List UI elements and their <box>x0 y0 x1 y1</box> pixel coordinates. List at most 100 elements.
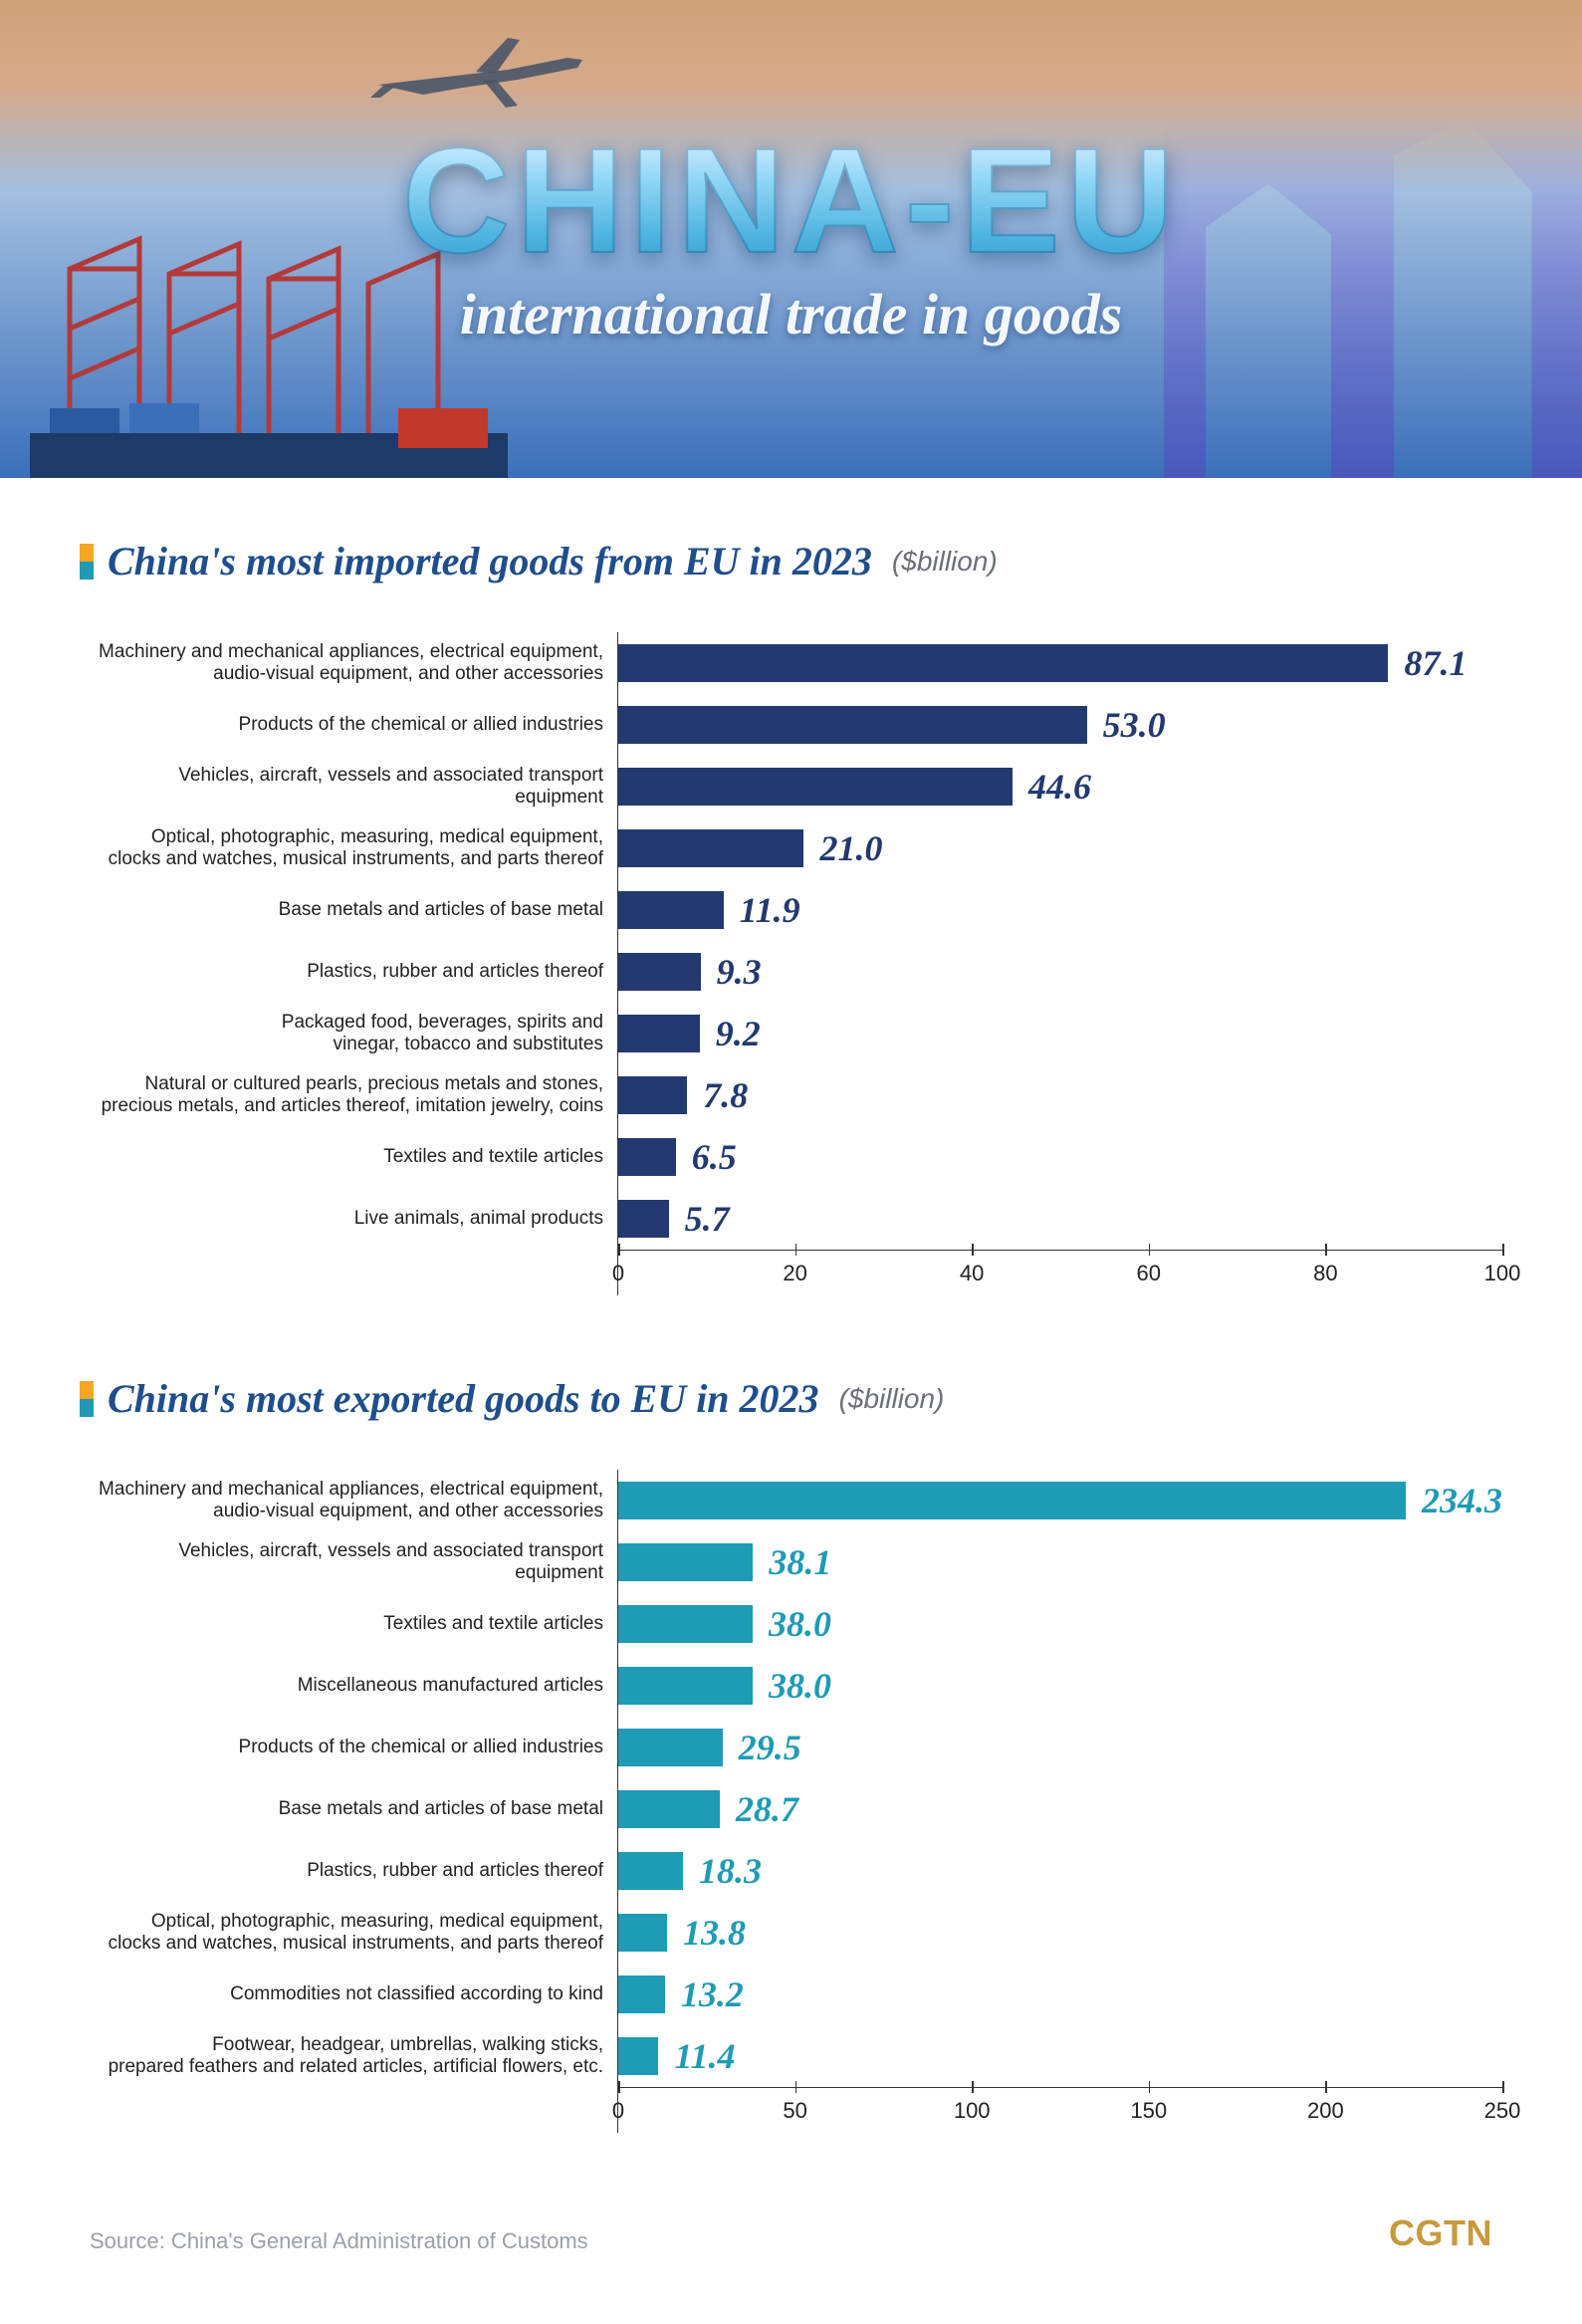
chart-row: Natural or cultured pearls, precious met… <box>90 1064 1502 1126</box>
chart-row: Textiles and textile articles 38.0 <box>90 1593 1502 1655</box>
bar-value: 9.3 <box>717 951 762 993</box>
bar-track: 38.1 <box>617 1531 1502 1593</box>
bar <box>618 706 1087 744</box>
bar-track: 44.6 <box>617 756 1502 817</box>
chart-row: Packaged food, beverages, spirits andvin… <box>90 1003 1502 1064</box>
bar <box>618 891 724 929</box>
bar-track: 38.0 <box>617 1593 1502 1655</box>
bar <box>618 1543 753 1581</box>
chart-row: Miscellaneous manufactured articles38.0 <box>90 1655 1502 1717</box>
bar-value: 28.7 <box>736 1788 798 1830</box>
x-axis: 050100150200250 <box>90 2087 1502 2133</box>
x-tick <box>1325 1244 1327 1256</box>
category-label: Textiles and textile articles <box>90 1146 617 1168</box>
chart-row: Vehicles, aircraft, vessels and associat… <box>90 1531 1502 1593</box>
bar <box>618 1482 1406 1519</box>
imports-title: China's most imported goods from EU in 2… <box>108 538 872 584</box>
bar-value: 13.2 <box>681 1974 744 2015</box>
bar-value: 38.0 <box>769 1665 831 1707</box>
x-tick-label: 20 <box>783 1261 806 1286</box>
brand-logo: CGTN <box>1389 2212 1492 2254</box>
category-label: Plastics, rubber and articles thereof <box>90 961 617 983</box>
bar <box>618 1200 669 1238</box>
bar <box>618 1138 676 1176</box>
chart-row: Textiles and textile articles6.5 <box>90 1126 1502 1188</box>
bar <box>618 1015 700 1052</box>
x-tick-label: 150 <box>1130 2098 1167 2124</box>
bar-value: 29.5 <box>739 1727 801 1768</box>
x-tick <box>1149 2081 1151 2093</box>
category-label: Packaged food, beverages, spirits andvin… <box>90 1012 617 1056</box>
category-label: Textiles and textile articles <box>90 1613 617 1635</box>
bar-track: 38.0 <box>617 1655 1502 1717</box>
bar-value: 18.3 <box>699 1850 762 1892</box>
bar-value: 5.7 <box>685 1198 730 1240</box>
bar-value: 9.2 <box>716 1013 761 1054</box>
chart-row: Plastics, rubber and articles thereof 18.… <box>90 1840 1502 1902</box>
x-tick-label: 40 <box>960 1261 984 1286</box>
x-tick-label: 0 <box>612 2098 624 2124</box>
x-tick-label: 80 <box>1313 1261 1337 1286</box>
bar <box>618 644 1388 682</box>
category-label: Machinery and mechanical appliances, ele… <box>90 1479 617 1523</box>
category-label: Base metals and articles of base metal <box>90 1798 617 1820</box>
x-axis-line: 050100150200250 <box>617 2087 1502 2133</box>
chart-row: Optical, photographic, measuring, medica… <box>90 1902 1502 1964</box>
exports-heading: China's most exported goods to EU in 202… <box>80 1375 1502 1422</box>
footer: Source: China's General Administration o… <box>0 2153 1582 2324</box>
chart-row: Machinery and mechanical appliances, ele… <box>90 1470 1502 1531</box>
exports-section: China's most exported goods to EU in 202… <box>0 1315 1582 2153</box>
source-text: Source: China's General Administration o… <box>90 2228 588 2254</box>
category-label: Vehicles, aircraft, vessels and associat… <box>90 1540 617 1585</box>
bar-track: 11.9 <box>617 879 1502 941</box>
category-label: Plastics, rubber and articles thereof <box>90 1860 617 1882</box>
x-axis: 020406080100 <box>90 1250 1502 1295</box>
bar-track: 9.3 <box>617 941 1502 1003</box>
chart-row: Products of the chemical or allied indus… <box>90 1717 1502 1778</box>
airplane-icon <box>368 30 597 110</box>
hero-title: CHINA-EU <box>0 115 1582 287</box>
imports-unit: ($billion) <box>892 546 998 578</box>
bar-value: 11.4 <box>674 2035 735 2077</box>
bar <box>618 953 701 991</box>
bar-value: 44.6 <box>1028 766 1091 808</box>
hero-banner: CHINA-EU international trade in goods <box>0 0 1582 478</box>
x-tick <box>972 1244 974 1256</box>
hero-subtitle: international trade in goods <box>0 281 1582 348</box>
bar-track: 7.8 <box>617 1064 1502 1126</box>
bar <box>618 1667 753 1705</box>
chart-row: Commodities not classified according to … <box>90 1964 1502 2025</box>
bar-value: 38.0 <box>769 1603 831 1645</box>
chart-row: Machinery and mechanical appliances, ele… <box>90 632 1502 694</box>
category-label: Optical, photographic, measuring, medica… <box>90 1911 617 1956</box>
chart-row: Base metals and articles of base metal 28… <box>90 1778 1502 1840</box>
bar-track: 28.7 <box>617 1778 1502 1840</box>
bar-track: 18.3 <box>617 1840 1502 1902</box>
bar-track: 13.2 <box>617 1964 1502 2025</box>
category-label: Commodities not classified according to … <box>90 1983 617 2005</box>
chart-row: Products of the chemical or allied indus… <box>90 694 1502 756</box>
category-label: Vehicles, aircraft, vessels and associat… <box>90 765 617 810</box>
category-label: Live animals, animal products <box>90 1208 617 1230</box>
bar <box>618 1790 720 1828</box>
bar <box>618 2037 658 2075</box>
bar-value: 38.1 <box>769 1541 831 1583</box>
chart-row: Optical, photographic, measuring, medica… <box>90 817 1502 879</box>
bar-track: 9.2 <box>617 1003 1502 1064</box>
x-tick <box>1502 1244 1504 1256</box>
x-tick <box>618 2081 620 2093</box>
imports-section: China's most imported goods from EU in 2… <box>0 478 1582 1315</box>
section-marker-icon <box>80 544 94 580</box>
bar <box>618 1605 753 1643</box>
category-label: Footwear, headgear, umbrellas, walking s… <box>90 2034 617 2079</box>
x-tick-label: 250 <box>1484 2098 1521 2124</box>
x-tick-label: 100 <box>954 2098 991 2124</box>
category-label: Products of the chemical or allied indus… <box>90 1737 617 1758</box>
exports-unit: ($billion) <box>839 1383 945 1415</box>
bar <box>618 1914 667 1952</box>
x-tick <box>1502 2081 1504 2093</box>
category-label: Base metals and articles of base metal <box>90 899 617 921</box>
exports-chart: Machinery and mechanical appliances, ele… <box>90 1470 1502 2133</box>
bar-value: 53.0 <box>1103 704 1166 746</box>
x-axis-line: 020406080100 <box>617 1250 1502 1295</box>
